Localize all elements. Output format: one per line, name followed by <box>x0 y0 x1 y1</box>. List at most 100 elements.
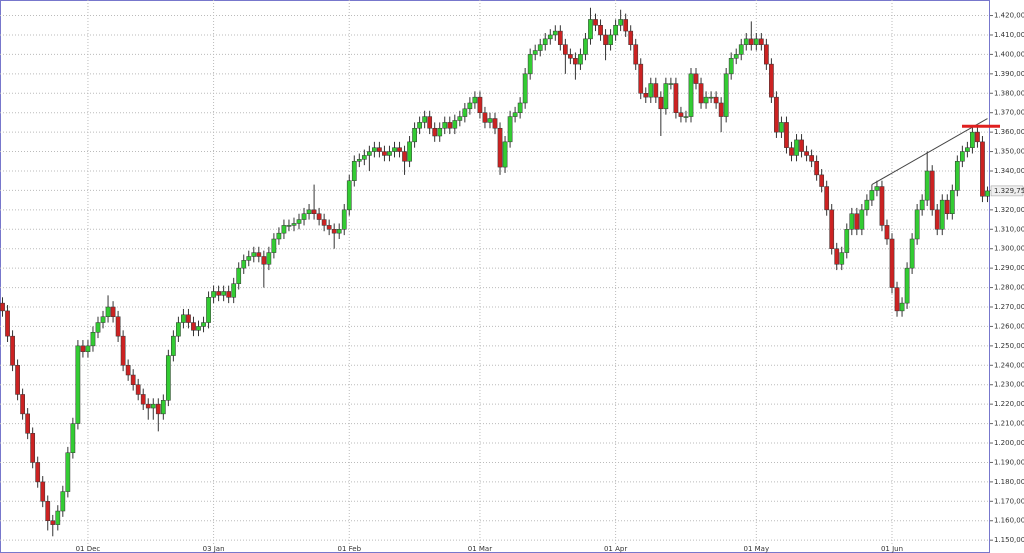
y-tick-label: 1.390,00 <box>994 70 1024 78</box>
candle-body <box>452 120 458 129</box>
candle-body <box>306 209 312 214</box>
candle-body <box>437 127 443 137</box>
candle-body <box>588 19 593 40</box>
candle-body <box>326 225 332 230</box>
candle-body <box>985 190 990 197</box>
candle-body <box>683 116 689 118</box>
candle-body <box>241 260 247 269</box>
candle-body <box>80 345 86 352</box>
candle-body <box>794 139 799 156</box>
candle-body <box>638 63 644 94</box>
candle-body <box>246 256 252 261</box>
candle-body <box>980 141 985 197</box>
candle-body <box>784 122 789 148</box>
candle-body <box>70 423 76 453</box>
candle-body <box>382 151 387 156</box>
candle-body <box>688 73 694 117</box>
candle-body <box>970 131 975 148</box>
candle-body <box>95 322 101 333</box>
candle-body <box>296 219 302 224</box>
candle-body <box>658 96 664 110</box>
candle-body <box>663 83 669 110</box>
candle-body <box>648 83 654 98</box>
candle-body <box>728 58 734 75</box>
candle-body <box>432 127 438 137</box>
candle-body <box>598 25 603 36</box>
candle-body <box>377 147 382 152</box>
plot-frame <box>0 0 990 553</box>
candle-body <box>351 161 357 181</box>
candle-body <box>954 161 960 191</box>
y-tick-label: 1.340,00 <box>994 167 1024 175</box>
candle-body <box>261 256 267 265</box>
candle-body <box>562 44 568 55</box>
candle-body <box>909 238 915 269</box>
candle-body <box>869 190 875 201</box>
candle-body <box>552 30 558 36</box>
candle-body <box>492 118 498 129</box>
candle-body <box>105 306 111 317</box>
candle-body <box>291 223 297 226</box>
candle-body <box>276 232 282 240</box>
candle-body <box>331 229 337 234</box>
candle-body <box>392 147 397 152</box>
candle-body <box>748 38 754 45</box>
candle-body <box>145 403 151 409</box>
candle-body <box>613 25 618 36</box>
candle-body <box>30 433 36 463</box>
y-tick-label: 1.420,00 <box>994 12 1024 20</box>
y-tick-label: 1.280,00 <box>994 284 1024 292</box>
candle-body <box>713 96 719 104</box>
candle-body <box>718 102 724 117</box>
candle-body <box>904 267 910 304</box>
trend-line <box>871 118 988 186</box>
candle-body <box>949 190 955 214</box>
candle-body <box>135 384 141 395</box>
candle-body <box>477 96 483 113</box>
candle-body <box>226 291 232 298</box>
candle-body <box>171 335 176 356</box>
candle-body <box>216 291 221 296</box>
candle-body <box>789 147 794 156</box>
candle-body <box>854 213 860 230</box>
candle-body <box>583 38 588 55</box>
candle-body <box>733 54 739 59</box>
candle-body <box>819 174 825 187</box>
candle-body <box>271 238 277 253</box>
candle-body <box>60 491 66 512</box>
candle-body <box>336 229 342 234</box>
candle-body <box>844 229 850 253</box>
candle-body <box>723 73 729 117</box>
candle-body <box>879 186 885 226</box>
y-tick-label: 1.350,00 <box>994 148 1024 156</box>
candle-body <box>417 122 422 129</box>
candle-body <box>502 141 508 168</box>
x-tick-label: 01 Jun <box>881 545 903 553</box>
y-tick-label: 1.250,00 <box>994 342 1024 350</box>
candle-body <box>633 44 639 65</box>
candle-body <box>678 112 684 117</box>
candle-body <box>924 170 930 201</box>
y-tick-label: 1.410,00 <box>994 31 1024 39</box>
candle-body <box>779 122 784 133</box>
candle-body <box>201 322 206 327</box>
y-tick-label: 1.310,00 <box>994 225 1024 233</box>
candle-body <box>557 30 563 45</box>
candle-body <box>507 116 513 143</box>
y-tick-label: 1.200,00 <box>994 439 1024 447</box>
candle-body <box>482 112 488 123</box>
y-tick-label: 1.190,00 <box>994 458 1024 466</box>
candle-body <box>341 209 347 230</box>
candle-body <box>236 267 242 284</box>
candle-body <box>497 127 503 168</box>
candle-body <box>608 34 613 45</box>
candle-body <box>522 73 528 104</box>
candle-body <box>889 238 895 288</box>
x-tick-label: 01 Dec <box>76 545 101 553</box>
candle-body <box>150 403 156 409</box>
candle-body <box>512 112 518 117</box>
y-tick-label: 1.150,00 <box>994 536 1024 544</box>
candle-body <box>914 209 920 240</box>
candle-body <box>934 209 940 230</box>
